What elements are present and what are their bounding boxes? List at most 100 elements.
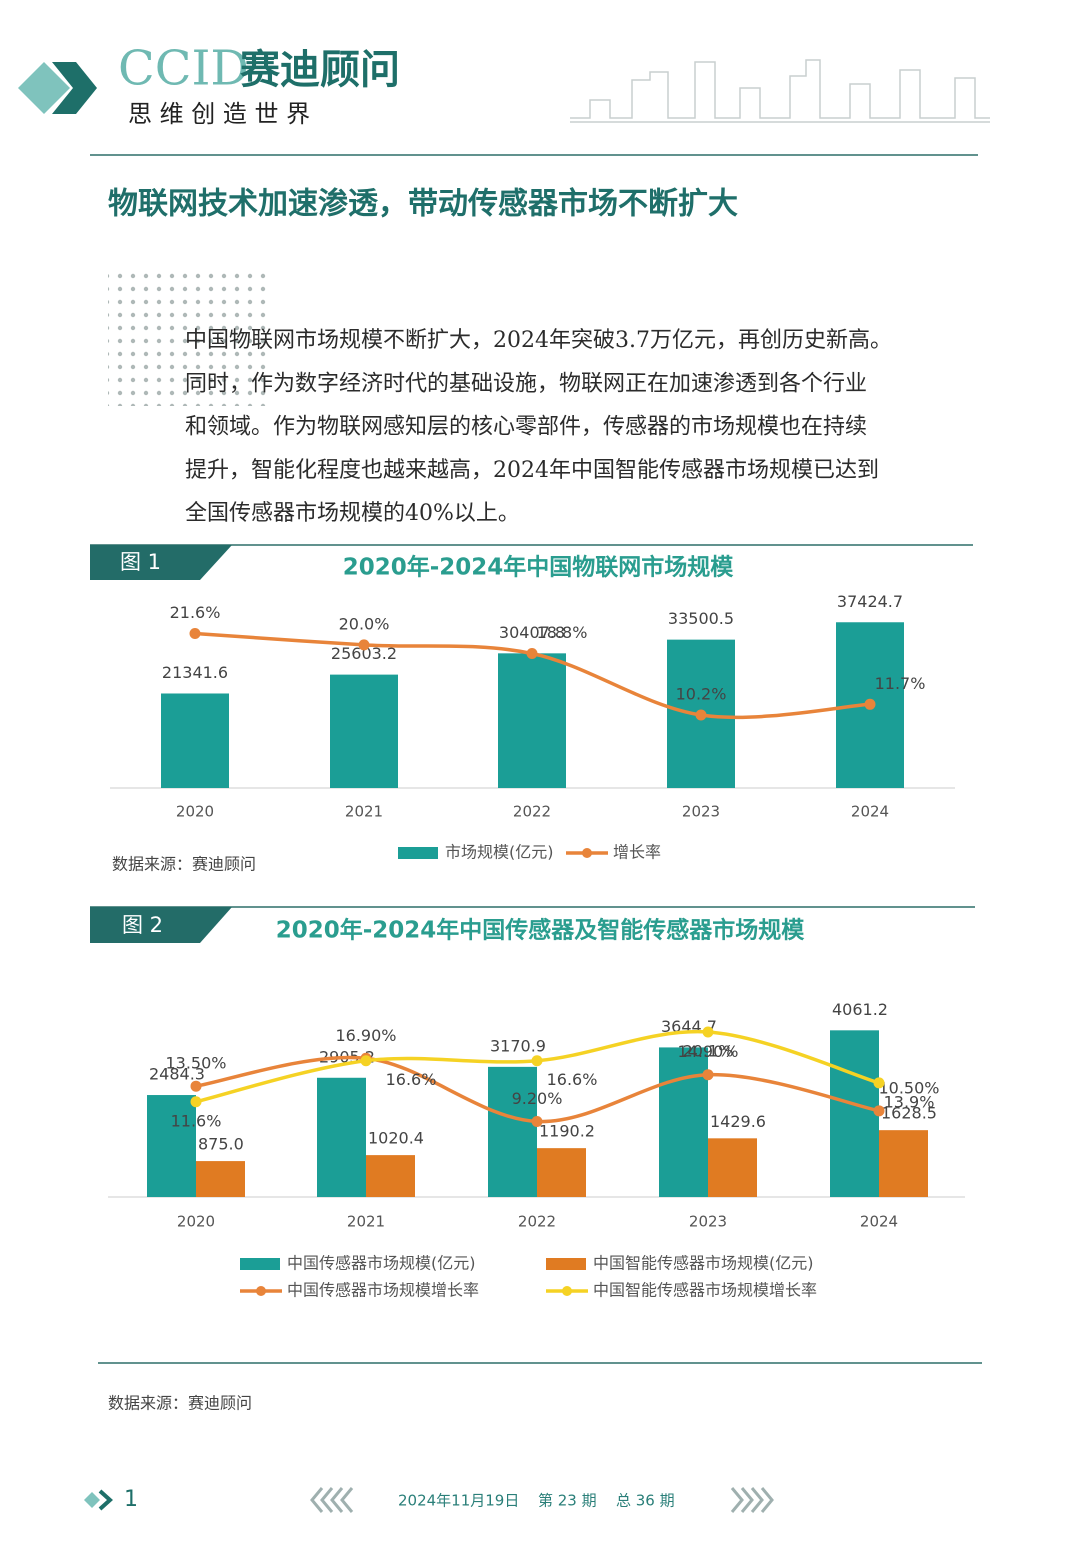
line-point bbox=[531, 1055, 543, 1067]
data-label: 37424.7 bbox=[837, 592, 903, 611]
figure-label: 图 2 bbox=[122, 913, 163, 937]
slogan: 思 维 创 造 世 界 bbox=[128, 100, 310, 128]
x-tick-label: 2024 bbox=[860, 1213, 898, 1231]
line-point bbox=[360, 1055, 372, 1067]
bar bbox=[879, 1130, 928, 1197]
bar bbox=[161, 693, 229, 788]
data-label: 10.2% bbox=[676, 685, 727, 704]
legend-swatch bbox=[240, 1258, 280, 1270]
data-label: 1628.5 bbox=[881, 1104, 937, 1123]
legend-swatch bbox=[398, 847, 438, 859]
source: 数据来源：赛迪顾问 bbox=[108, 1394, 252, 1413]
line-point bbox=[189, 627, 201, 639]
data-label: 16.90% bbox=[335, 1026, 396, 1045]
figure-label: 图 1 bbox=[120, 550, 161, 574]
data-label: 30407.8 bbox=[499, 623, 565, 642]
bar bbox=[498, 653, 566, 788]
data-label: 21341.6 bbox=[162, 663, 228, 682]
data-label: 13.50% bbox=[165, 1054, 226, 1073]
x-tick-label: 2021 bbox=[347, 1213, 385, 1231]
line-point bbox=[864, 698, 876, 710]
line-point bbox=[873, 1077, 885, 1089]
legend-swatch bbox=[546, 1258, 586, 1270]
footer-mark bbox=[84, 1487, 774, 1513]
figure-band bbox=[90, 544, 973, 580]
legend-label: 中国传感器市场规模(亿元) bbox=[287, 1254, 476, 1273]
bar bbox=[147, 1095, 196, 1197]
line-point bbox=[358, 639, 370, 651]
data-label: 2484.3 bbox=[149, 1065, 205, 1084]
data-label: 1190.2 bbox=[539, 1122, 595, 1141]
data-label: 16.6% bbox=[386, 1070, 437, 1089]
bar bbox=[366, 1155, 415, 1197]
chart-title: 2020年-2024年中国物联网市场规模 bbox=[343, 554, 735, 581]
data-label: 16.6% bbox=[547, 1070, 598, 1089]
paragraph-line: 提升，智能化程度也越来越高，2024年中国智能传感器市场规模已达到 bbox=[185, 458, 879, 483]
logo-mark bbox=[18, 62, 97, 114]
x-tick-label: 2021 bbox=[345, 803, 383, 821]
legend-swatch bbox=[256, 1286, 266, 1296]
bar bbox=[317, 1077, 366, 1197]
line-point bbox=[695, 709, 707, 721]
bar bbox=[488, 1066, 537, 1197]
legend-label: 市场规模(亿元) bbox=[445, 843, 554, 862]
x-tick-label: 2020 bbox=[177, 1213, 215, 1231]
x-tick-label: 2020 bbox=[176, 803, 214, 821]
x-tick-label: 2023 bbox=[689, 1213, 727, 1231]
dot-pattern bbox=[108, 266, 268, 406]
bar bbox=[537, 1148, 586, 1197]
data-label: 3170.9 bbox=[490, 1036, 546, 1055]
brand: 赛迪顾问 bbox=[240, 47, 400, 93]
data-label: 25603.2 bbox=[331, 644, 397, 663]
data-label: 21.6% bbox=[170, 603, 221, 622]
data-label: 11.7% bbox=[875, 674, 926, 693]
x-tick-label: 2022 bbox=[518, 1213, 556, 1231]
line-point bbox=[702, 1069, 714, 1081]
data-label: 875.0 bbox=[198, 1135, 244, 1154]
date: 2024年11月19日 bbox=[398, 1492, 519, 1510]
bar bbox=[196, 1161, 245, 1197]
data-label: 33500.5 bbox=[668, 609, 734, 628]
line-point bbox=[190, 1080, 202, 1092]
figure-band bbox=[90, 906, 975, 943]
legend-label: 中国智能传感器市场规模(亿元) bbox=[593, 1254, 814, 1273]
data-label: 20.1% bbox=[683, 1042, 734, 1061]
data-label: 11.6% bbox=[171, 1111, 222, 1130]
skyline bbox=[570, 59, 990, 123]
data-label: 20.0% bbox=[339, 614, 390, 633]
issue: 第 23 期 bbox=[538, 1492, 597, 1510]
logo-text: CCID bbox=[118, 41, 249, 97]
bar bbox=[659, 1047, 708, 1197]
bar bbox=[330, 674, 398, 788]
page-title: 物联网技术加速渗透，带动传感器市场不断扩大 bbox=[108, 187, 738, 222]
data-label: 1020.4 bbox=[368, 1129, 424, 1148]
paragraph-line: 和领域。作为物联网感知层的核心零部件，传感器的市场规模也在持续 bbox=[185, 415, 867, 440]
data-label: 14.90% bbox=[677, 1042, 738, 1061]
paragraph-line: 同时，作为数字经济时代的基础设施，物联网正在加速渗透到各个行业 bbox=[185, 371, 867, 396]
data-label: 9.20% bbox=[512, 1089, 563, 1108]
total-issues: 总 36 期 bbox=[616, 1492, 675, 1510]
bar bbox=[830, 1030, 879, 1197]
x-tick-label: 2024 bbox=[851, 803, 889, 821]
source: 数据来源：赛迪顾问 bbox=[112, 855, 256, 874]
legend-label: 中国传感器市场规模增长率 bbox=[287, 1281, 479, 1300]
paragraph-line: 全国传感器市场规模的40%以上。 bbox=[185, 501, 520, 526]
data-label: 10.50% bbox=[878, 1078, 939, 1097]
x-tick-label: 2022 bbox=[513, 803, 551, 821]
chart-title: 2020年-2024年中国传感器及智能传感器市场规模 bbox=[276, 917, 806, 944]
data-label: 13.9% bbox=[884, 1092, 935, 1111]
legend-swatch bbox=[562, 1286, 572, 1296]
paragraph: 中国物联网市场规模不断扩大，2024年突破3.7万亿元，再创历史新高。同时，作为… bbox=[185, 328, 892, 526]
data-label: 1429.6 bbox=[710, 1112, 766, 1131]
data-label: 18.8% bbox=[537, 623, 588, 642]
page-number: 1 bbox=[124, 1487, 138, 1512]
legend-swatch bbox=[582, 848, 592, 858]
line-point bbox=[526, 648, 538, 660]
data-label: 4061.2 bbox=[832, 1000, 888, 1019]
line-point bbox=[531, 1115, 543, 1127]
line-point bbox=[702, 1026, 714, 1038]
paragraph-line: 中国物联网市场规模不断扩大，2024年突破3.7万亿元，再创历史新高。 bbox=[185, 328, 892, 353]
bar bbox=[708, 1138, 757, 1197]
line-point bbox=[190, 1096, 202, 1108]
